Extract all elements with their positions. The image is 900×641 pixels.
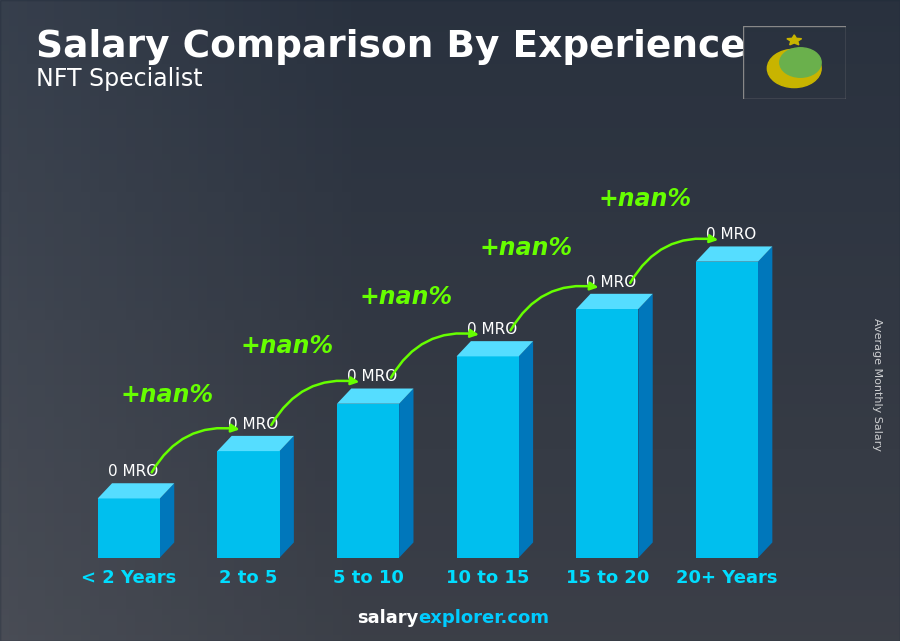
Polygon shape bbox=[518, 341, 533, 558]
Polygon shape bbox=[638, 294, 652, 558]
Text: explorer.com: explorer.com bbox=[418, 609, 550, 627]
Text: +nan%: +nan% bbox=[121, 383, 213, 407]
Text: salary: salary bbox=[357, 609, 418, 627]
Text: Average Monthly Salary: Average Monthly Salary bbox=[872, 318, 883, 451]
Bar bbox=[217, 451, 280, 558]
Bar bbox=[696, 262, 758, 558]
Polygon shape bbox=[787, 35, 802, 45]
Text: +nan%: +nan% bbox=[360, 285, 453, 309]
Text: +nan%: +nan% bbox=[240, 334, 333, 358]
Circle shape bbox=[768, 49, 821, 88]
Circle shape bbox=[779, 47, 821, 77]
Polygon shape bbox=[758, 246, 772, 558]
Bar bbox=[456, 356, 518, 558]
Polygon shape bbox=[337, 388, 413, 404]
Text: +nan%: +nan% bbox=[480, 236, 572, 260]
Text: 0 MRO: 0 MRO bbox=[467, 322, 518, 337]
Bar bbox=[98, 499, 160, 558]
Text: Salary Comparison By Experience: Salary Comparison By Experience bbox=[36, 29, 746, 65]
Bar bbox=[576, 309, 638, 558]
Polygon shape bbox=[456, 341, 533, 356]
Text: 0 MRO: 0 MRO bbox=[347, 369, 398, 385]
Text: +nan%: +nan% bbox=[599, 187, 692, 211]
Polygon shape bbox=[576, 294, 652, 309]
Bar bbox=[337, 404, 399, 558]
Polygon shape bbox=[160, 483, 175, 558]
Polygon shape bbox=[696, 246, 772, 262]
Polygon shape bbox=[98, 483, 175, 499]
Text: 0 MRO: 0 MRO bbox=[706, 228, 756, 242]
Text: 0 MRO: 0 MRO bbox=[228, 417, 278, 432]
Polygon shape bbox=[217, 436, 294, 451]
Polygon shape bbox=[399, 388, 413, 558]
Text: 0 MRO: 0 MRO bbox=[587, 275, 636, 290]
Polygon shape bbox=[280, 436, 294, 558]
Text: 0 MRO: 0 MRO bbox=[108, 464, 158, 479]
Text: NFT Specialist: NFT Specialist bbox=[36, 67, 202, 91]
